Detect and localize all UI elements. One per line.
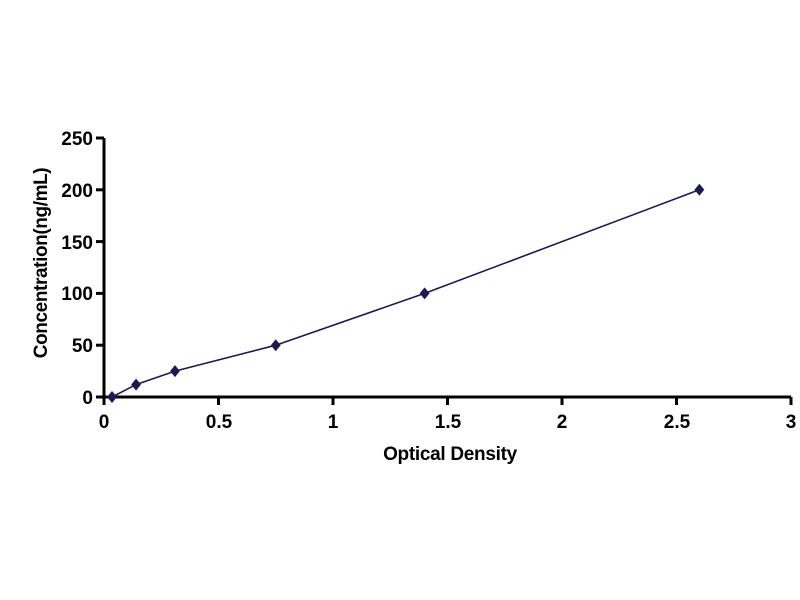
- data-point-5: [694, 183, 705, 196]
- data-point-1: [131, 378, 141, 391]
- x-axis-ticks: [102, 397, 793, 405]
- y-tick-label-200: 200: [61, 181, 93, 202]
- y-tick-label-50: 50: [71, 336, 93, 357]
- x-tick-label-1: 1: [327, 412, 339, 433]
- data-point-3: [270, 339, 281, 352]
- axis-lines: [102, 138, 791, 399]
- y-axis-ticks: [96, 136, 104, 399]
- x-axis-title: Optical Density: [383, 444, 517, 465]
- data-point-0: [107, 391, 117, 403]
- y-tick-label-0: 0: [82, 388, 93, 409]
- x-tick-label-3: 3: [785, 412, 797, 433]
- x-tick-label-2-5: 2.5: [663, 412, 691, 433]
- y-tick-label-250: 250: [61, 129, 93, 150]
- data-point-4: [419, 287, 430, 300]
- x-tick-label-0: 0: [98, 412, 110, 433]
- series-line: [111, 189, 700, 398]
- series-0: [107, 183, 705, 403]
- data-series-layer: [107, 183, 705, 403]
- x-tick-label-1-5: 1.5: [434, 412, 462, 433]
- data-point-2: [170, 365, 180, 378]
- y-tick-label-150: 150: [61, 233, 93, 254]
- y-tick-label-100: 100: [61, 284, 93, 305]
- x-tick-label-2: 2: [556, 412, 568, 433]
- x-tick-label-0-5: 0.5: [205, 412, 233, 433]
